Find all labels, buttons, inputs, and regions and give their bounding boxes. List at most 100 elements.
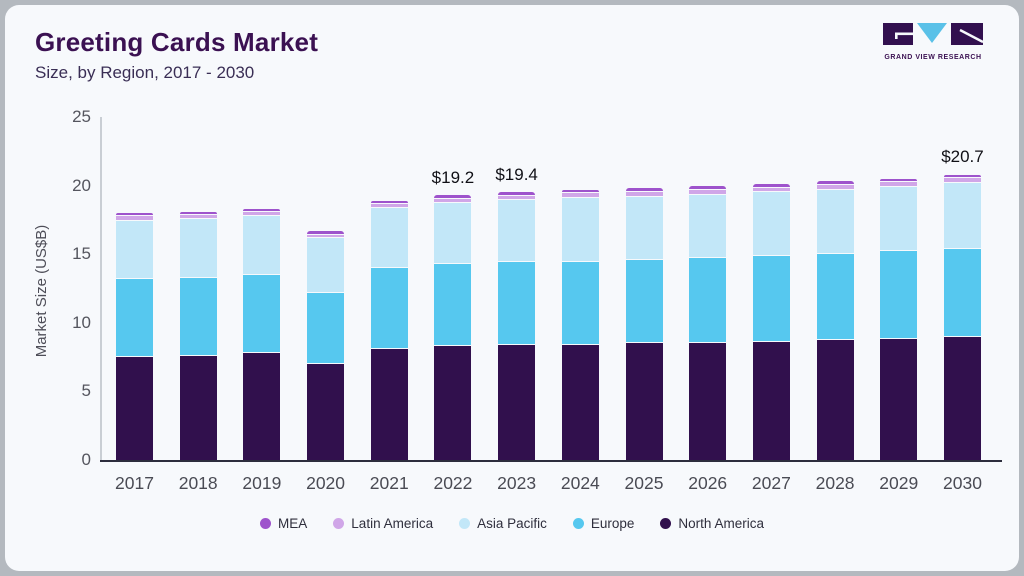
x-tick-label: 2026 xyxy=(688,473,728,493)
legend-item-asia-pacific[interactable]: Asia Pacific xyxy=(459,516,547,531)
legend-label: Asia Pacific xyxy=(477,516,547,531)
bar-segment-mea xyxy=(943,174,981,178)
bar-segment-asia-pacific xyxy=(689,194,727,258)
bar-segment-latin-america xyxy=(498,195,536,199)
logo-v-triangle xyxy=(917,23,947,43)
bar-segment-latin-america xyxy=(243,212,281,216)
legend-label: North America xyxy=(678,516,764,531)
bar-segment-north-america xyxy=(943,336,981,460)
bar-segment-asia-pacific xyxy=(752,192,790,256)
legend-item-north-america[interactable]: North America xyxy=(660,516,764,531)
bar-segment-asia-pacific xyxy=(116,220,153,278)
bar-segment-north-america xyxy=(689,342,727,460)
bar-segment-europe xyxy=(243,274,281,352)
x-tick-label: 2020 xyxy=(306,473,346,493)
legend-item-europe[interactable]: Europe xyxy=(572,516,635,531)
bar-segment-latin-america xyxy=(943,178,981,182)
bar-segment-mea xyxy=(116,212,153,216)
bar-segment-north-america xyxy=(307,363,345,460)
chart-title: Greeting Cards Market xyxy=(35,27,319,57)
bar-segment-mea xyxy=(816,181,854,184)
bar-segment-north-america xyxy=(752,342,790,460)
legend-label: Europe xyxy=(590,516,635,531)
bar-segment-mea xyxy=(689,186,727,189)
bar-segment-asia-pacific xyxy=(307,238,345,292)
chart-card: Greeting Cards Market Size, by Region, 2… xyxy=(5,5,1019,571)
bar-segment-latin-america xyxy=(625,191,663,196)
bar-segment-mea xyxy=(370,200,408,204)
y-tick-label: 5 xyxy=(81,381,91,401)
legend-dot-icon xyxy=(260,518,272,529)
bar-segment-europe xyxy=(116,278,153,357)
legend-dot-icon xyxy=(459,518,471,529)
bar-segment-mea xyxy=(179,211,217,215)
bar-segment-north-america xyxy=(370,348,408,460)
bar-segment-europe xyxy=(816,254,854,339)
legend-item-mea[interactable]: MEA xyxy=(260,516,307,531)
y-tick-label: 15 xyxy=(72,244,91,264)
bar-value-label: $19.2 xyxy=(431,167,475,187)
y-axis-line xyxy=(100,117,102,462)
bar-segment-asia-pacific xyxy=(561,197,599,261)
x-tick-label: 2030 xyxy=(943,473,982,493)
bar-segment-mea xyxy=(752,184,790,187)
bar-segment-latin-america xyxy=(370,204,408,207)
x-tick-label: 2029 xyxy=(879,473,919,493)
x-tick-label: 2027 xyxy=(751,473,791,493)
x-tick-label: 2025 xyxy=(624,473,664,493)
x-tick-label: 2019 xyxy=(242,473,282,493)
gvr-logo-mark xyxy=(883,23,984,45)
bar-segment-north-america xyxy=(625,343,663,460)
x-tick-label: 2017 xyxy=(115,473,154,493)
bar-segment-europe xyxy=(179,277,217,355)
bar-segment-europe xyxy=(561,261,599,344)
bar-segment-north-america xyxy=(816,339,854,460)
bar-segment-asia-pacific xyxy=(880,186,918,251)
bar-segment-latin-america xyxy=(434,198,472,202)
bar-segment-latin-america xyxy=(561,193,599,197)
gvr-logo: GRAND VIEW RESEARCH xyxy=(881,22,985,61)
bar-segment-north-america xyxy=(179,355,217,460)
bar-segment-europe xyxy=(880,251,918,338)
x-tick-label: 2023 xyxy=(497,473,537,493)
bar-segment-mea xyxy=(434,195,472,198)
bar-segment-mea xyxy=(561,189,599,193)
bar-segment-latin-america xyxy=(752,187,790,192)
legend-dot-icon xyxy=(333,518,345,529)
y-tick-label: 10 xyxy=(72,312,91,332)
bar-segment-north-america xyxy=(434,346,472,460)
bar-segment-latin-america xyxy=(816,184,854,189)
bar-segment-europe xyxy=(434,264,472,346)
x-tick-label: 2022 xyxy=(433,473,473,493)
x-tick-label: 2028 xyxy=(815,473,855,493)
bar-segment-asia-pacific xyxy=(625,196,663,260)
legend-item-latin-america[interactable]: Latin America xyxy=(333,516,433,531)
bar-segment-asia-pacific xyxy=(434,202,472,264)
bar-segment-mea xyxy=(243,208,281,212)
bar-segment-europe xyxy=(370,267,408,348)
bar-segment-latin-america xyxy=(179,215,217,219)
bar-segment-europe xyxy=(625,260,663,343)
chart-legend: MEA Latin America Asia Pacific Europe North … xyxy=(5,516,1019,531)
y-tick-label: 20 xyxy=(72,175,91,195)
bar-segment-europe xyxy=(498,262,536,345)
chart-subtitle: Size, by Region, 2017 - 2030 xyxy=(35,63,255,82)
bar-segment-mea xyxy=(307,231,345,234)
bar-segment-europe xyxy=(307,292,345,363)
bar-segment-asia-pacific xyxy=(816,189,854,254)
bar-segment-asia-pacific xyxy=(179,219,217,277)
bar-value-label: $19.4 xyxy=(495,164,538,184)
bar-segment-latin-america xyxy=(307,234,345,238)
bar-segment-latin-america xyxy=(116,216,153,220)
bar-segment-mea xyxy=(880,178,918,182)
bar-segment-latin-america xyxy=(689,189,727,194)
bar-segment-asia-pacific xyxy=(243,216,281,274)
y-axis-title: Market Size (US$B) xyxy=(33,224,50,358)
bar-value-label: $20.7 xyxy=(941,146,984,166)
x-tick-label: 2018 xyxy=(178,473,218,493)
legend-dot-icon xyxy=(660,518,672,529)
x-tick-label: 2024 xyxy=(560,473,600,493)
bar-segment-asia-pacific xyxy=(370,207,408,267)
x-tick-label: 2021 xyxy=(369,473,409,493)
bar-segment-north-america xyxy=(498,345,536,460)
